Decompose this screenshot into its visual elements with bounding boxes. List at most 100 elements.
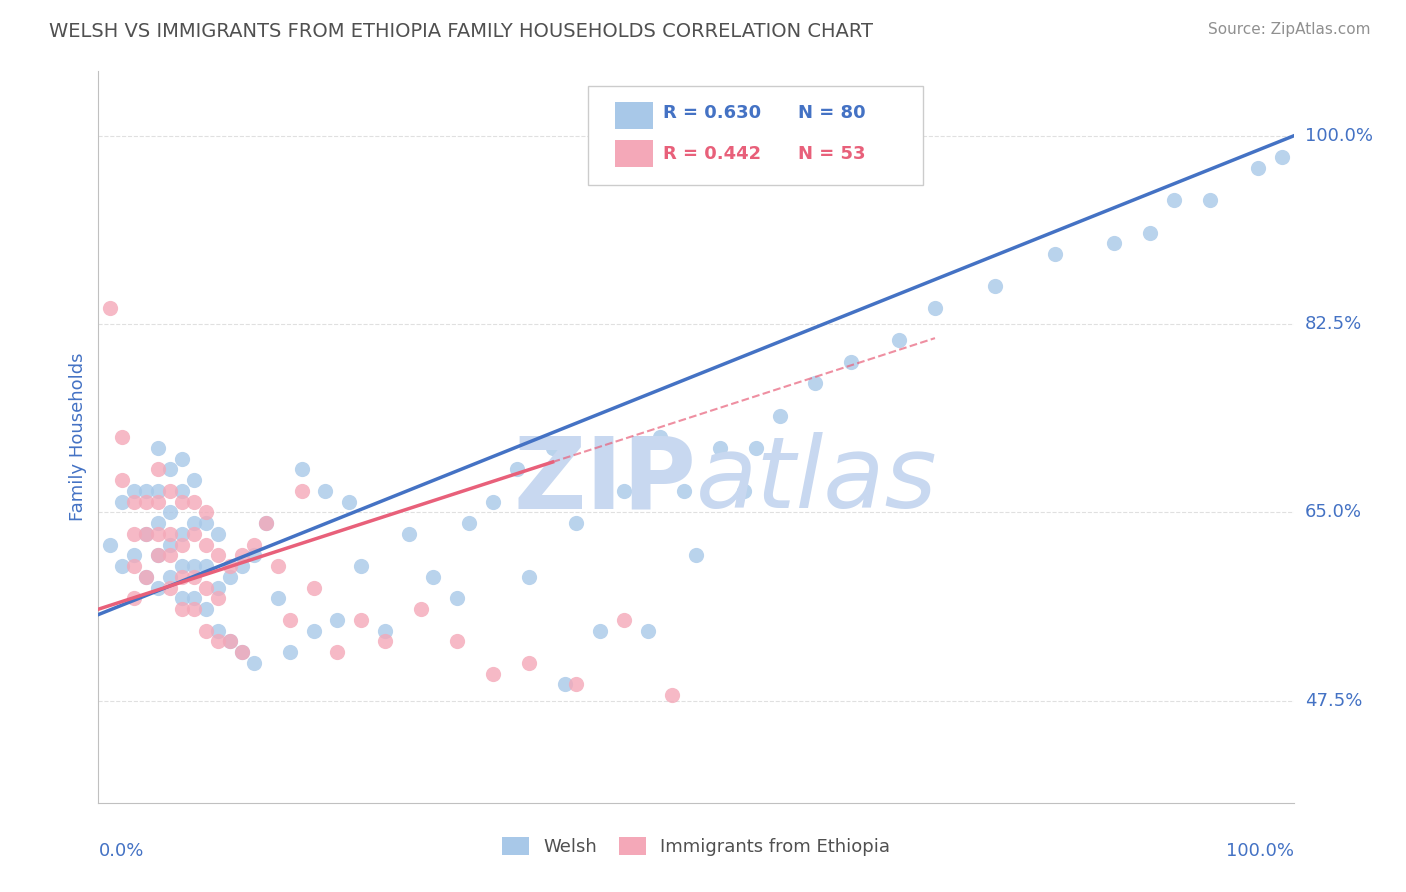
Point (207, 527, 229, 541)
Point (148, 516, 170, 530)
Bar (614, 102, 652, 129)
Point (148, 549, 170, 563)
Point (231, 645, 253, 659)
Point (219, 570, 242, 584)
Point (148, 581, 170, 595)
Point (339, 494, 361, 508)
Point (254, 516, 277, 530)
Point (326, 613, 349, 627)
Point (159, 527, 181, 541)
Point (841, 355, 863, 369)
Point (172, 570, 194, 584)
Point (565, 516, 588, 530)
Point (231, 645, 253, 659)
Text: WELSH VS IMMIGRANTS FROM ETHIOPIA FAMILY HOUSEHOLDS CORRELATION CHART: WELSH VS IMMIGRANTS FROM ETHIOPIA FAMILY… (49, 22, 873, 41)
Text: ZIP: ZIP (513, 433, 696, 530)
Point (195, 559, 218, 574)
Point (195, 624, 218, 638)
Point (183, 591, 205, 606)
Point (889, 333, 911, 347)
Point (243, 549, 266, 563)
Point (685, 549, 707, 563)
Text: R = 0.442: R = 0.442 (662, 145, 761, 163)
Point (135, 570, 157, 584)
Point (291, 462, 314, 476)
Point (673, 483, 696, 498)
Point (183, 559, 205, 574)
Point (159, 570, 181, 584)
Point (159, 483, 181, 498)
Point (219, 634, 242, 648)
Point (172, 538, 194, 552)
Point (135, 570, 157, 584)
Point (481, 666, 505, 681)
Point (254, 516, 277, 530)
Point (350, 559, 373, 574)
Point (135, 527, 157, 541)
Point (207, 591, 229, 606)
Point (183, 494, 205, 508)
Point (219, 634, 242, 648)
Point (98, 301, 122, 315)
Point (159, 581, 181, 595)
Point (278, 613, 301, 627)
Legend: Welsh, Immigrants from Ethiopia: Welsh, Immigrants from Ethiopia (495, 830, 897, 863)
Point (517, 656, 540, 670)
Point (243, 656, 266, 670)
Point (481, 494, 505, 508)
Point (207, 634, 229, 648)
Point (302, 624, 325, 638)
Point (446, 591, 468, 606)
Point (172, 527, 194, 541)
Point (159, 462, 181, 476)
Point (183, 516, 205, 530)
Point (195, 505, 218, 519)
Point (124, 591, 146, 606)
Point (291, 483, 314, 498)
Point (124, 483, 146, 498)
Point (637, 624, 659, 638)
Point (172, 494, 194, 508)
Point (374, 624, 396, 638)
Point (589, 624, 612, 638)
Point (124, 559, 146, 574)
Point (148, 483, 170, 498)
Point (613, 613, 636, 627)
Point (267, 591, 290, 606)
Point (411, 602, 433, 616)
Point (267, 559, 290, 574)
Text: N = 80: N = 80 (797, 104, 865, 122)
Point (924, 301, 946, 315)
Point (207, 581, 229, 595)
Point (661, 688, 683, 702)
Point (231, 559, 253, 574)
Text: N = 53: N = 53 (797, 145, 865, 163)
Point (195, 581, 218, 595)
Point (148, 462, 170, 476)
Point (172, 559, 194, 574)
Text: Source: ZipAtlas.com: Source: ZipAtlas.com (1208, 22, 1371, 37)
Point (745, 441, 768, 455)
Point (172, 602, 194, 616)
Point (1104, 236, 1126, 251)
Point (768, 409, 790, 423)
Point (541, 441, 564, 455)
Text: 100.0%: 100.0% (1305, 127, 1372, 145)
Y-axis label: Family Households: Family Households (69, 353, 87, 521)
Point (398, 527, 420, 541)
Point (135, 527, 157, 541)
Point (207, 549, 229, 563)
Point (183, 527, 205, 541)
Point (709, 441, 731, 455)
Text: atlas: atlas (696, 433, 938, 530)
Point (804, 376, 827, 391)
Point (565, 677, 588, 691)
Point (159, 549, 181, 563)
Point (172, 483, 194, 498)
Point (111, 430, 134, 444)
Point (1271, 150, 1294, 164)
Point (326, 645, 349, 659)
Point (613, 483, 636, 498)
Point (231, 549, 253, 563)
Point (148, 549, 170, 563)
